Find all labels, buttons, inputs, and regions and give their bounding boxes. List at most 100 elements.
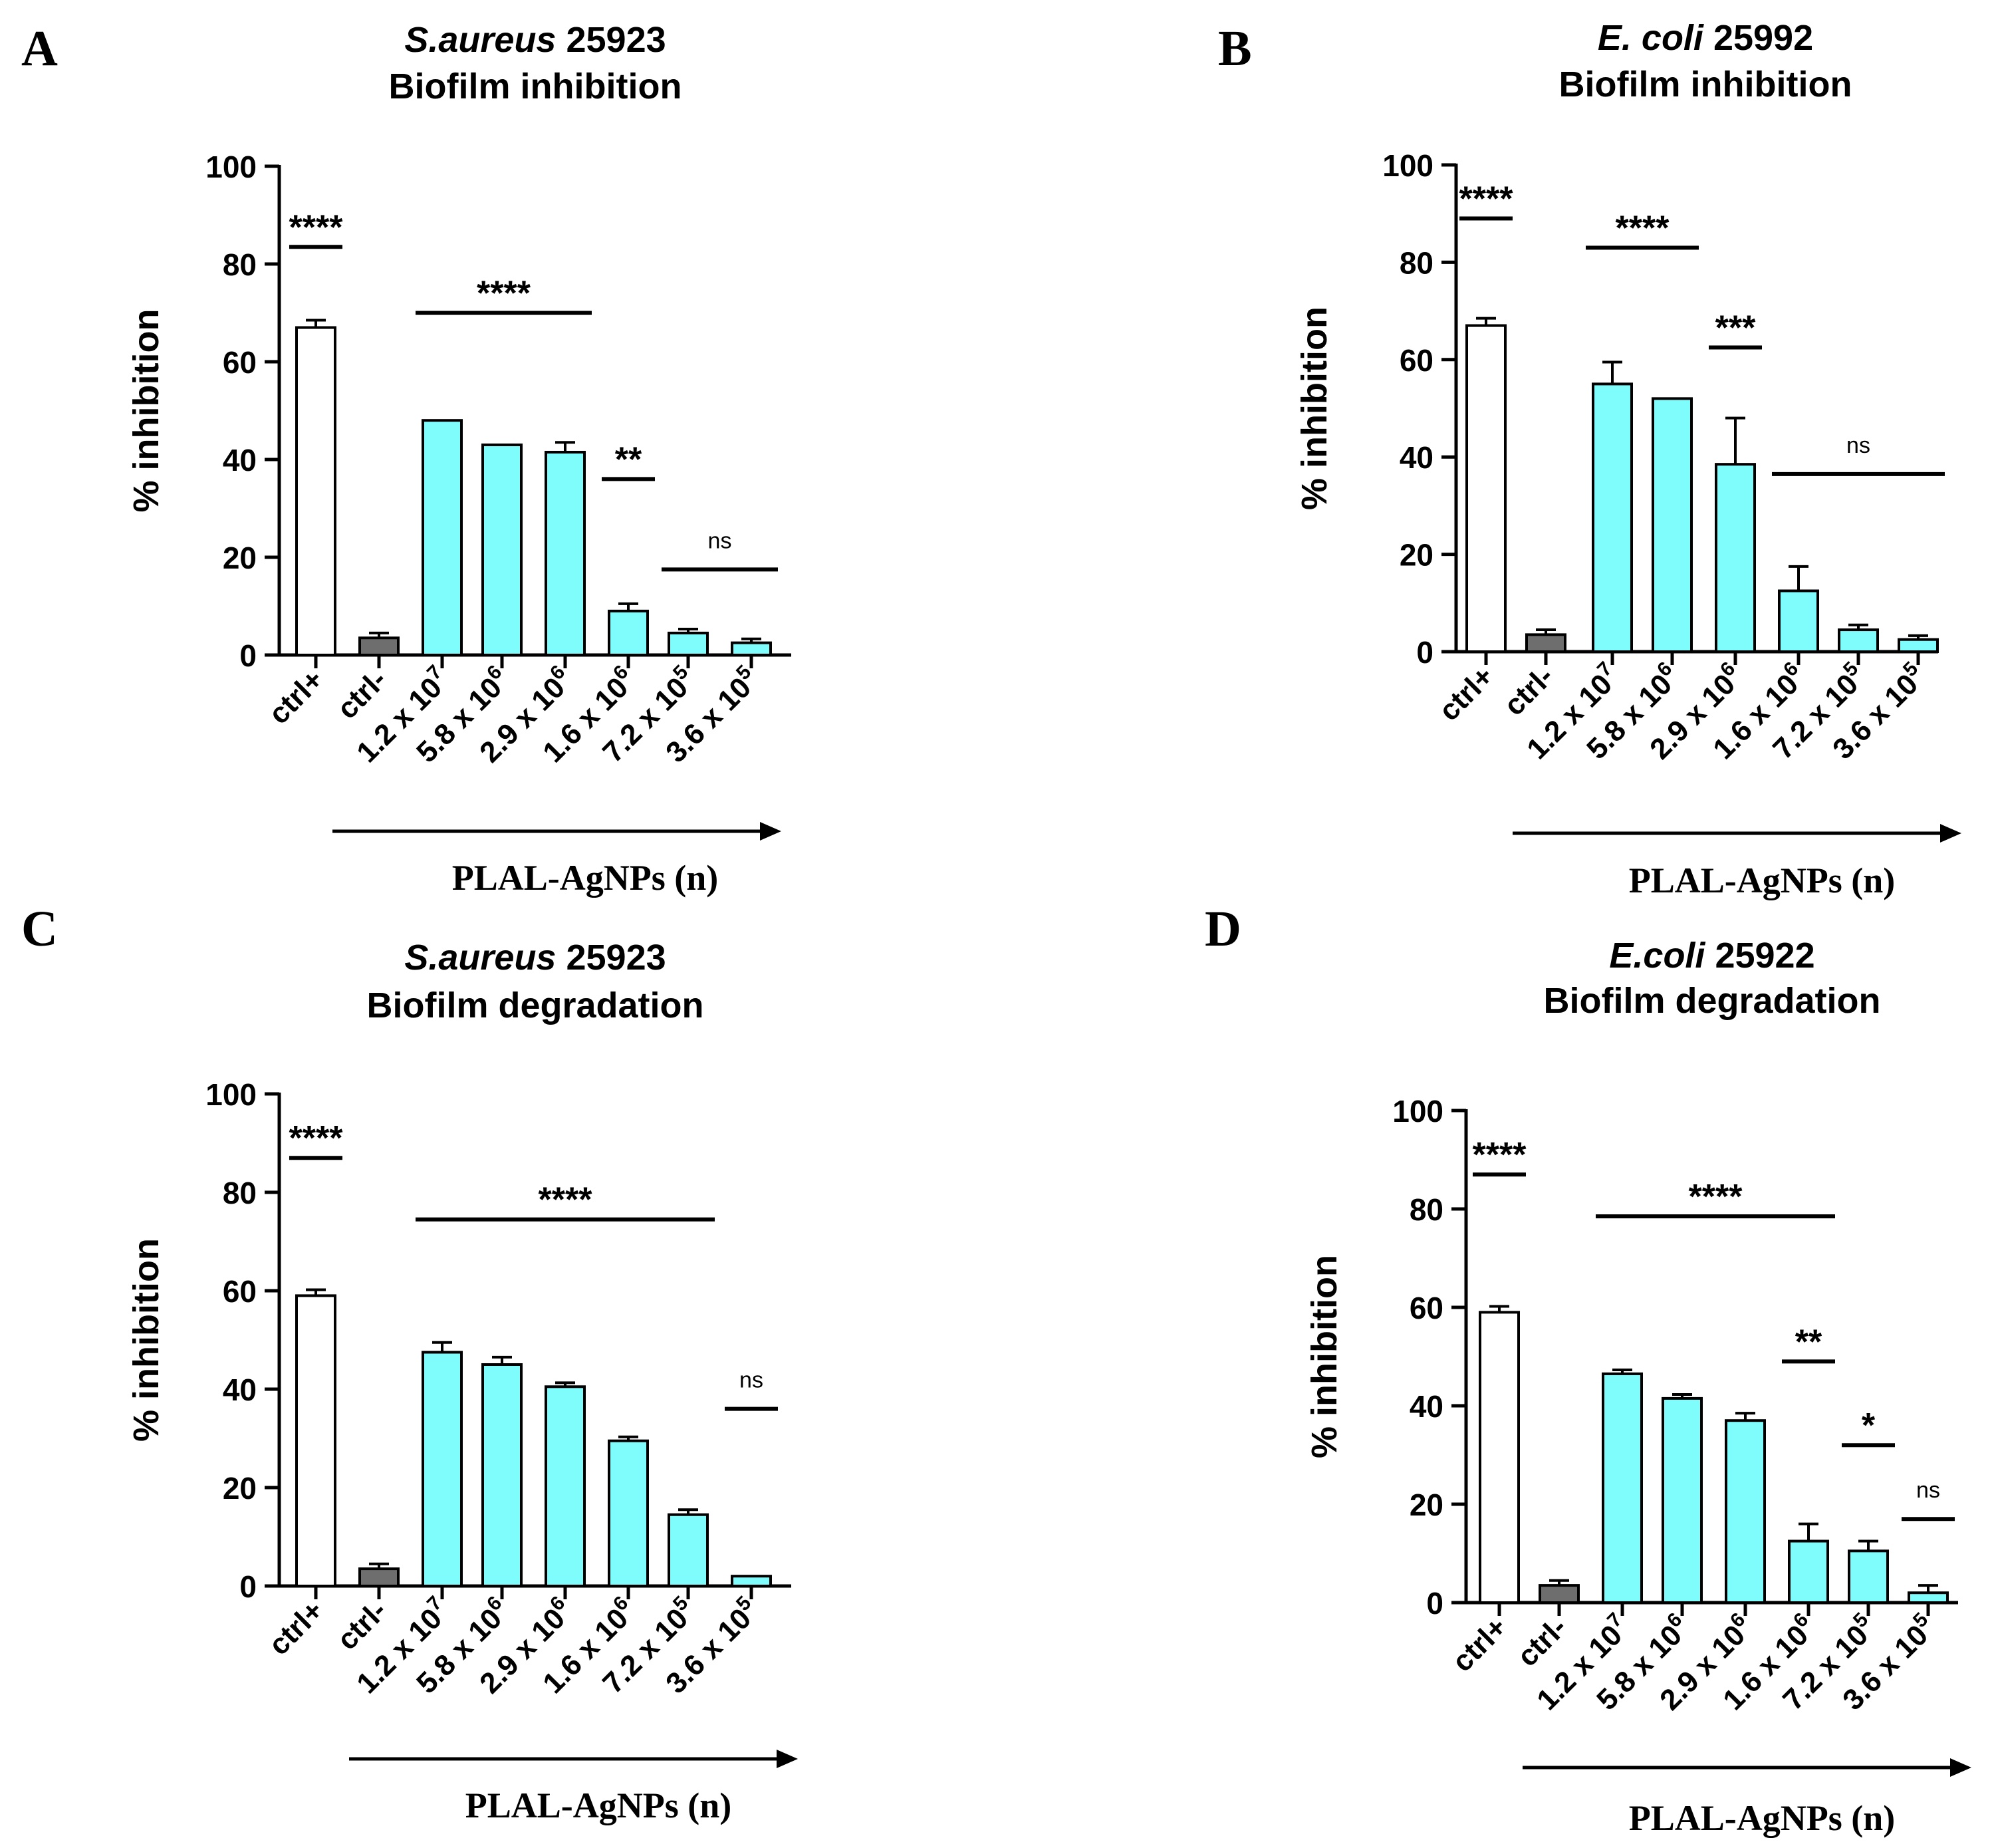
bar [668,631,709,656]
y-axis-label: % inhibition [126,1238,166,1442]
chart-title-organism: E. coli [1598,18,1704,58]
bar [1898,638,1939,654]
chart-subtitle: Biofilm degradation [1543,981,1880,1021]
bar [1592,382,1633,654]
bar [422,419,463,656]
x-tick-label: ctrl+ [1446,1611,1513,1678]
bar [1662,1396,1703,1604]
y-tick-label: 0 [1416,635,1433,670]
y-tick-label: 60 [1410,1291,1443,1325]
significance-label: ns [739,1368,763,1393]
significance-label: **** [539,1181,593,1220]
y-tick-label: 80 [223,1176,257,1210]
bar [1838,628,1879,653]
concentration-arrow-head [760,822,781,841]
panel-a: A S.aureus 25923 Biofilm inhibition 0 20 40 60… [21,20,791,898]
bar [295,326,336,656]
chart-title-strain: 25992 [1703,18,1813,58]
y-tick-label: 40 [223,1373,257,1407]
bar [1725,1419,1766,1604]
bar [481,443,523,656]
bar [1848,1549,1889,1605]
y-tick-label: 40 [223,443,257,477]
y-axis-label: % inhibition [1295,307,1334,510]
chart-title-strain: 25923 [556,20,666,60]
y-tick-label: 20 [223,1471,257,1506]
panel-c: C S.aureus 25923 Biofilm degradation 0 20 40 6… [21,901,798,1825]
y-tick-label: 40 [1410,1389,1443,1424]
bar [1479,1311,1520,1605]
chart-title-organism: S.aureus [404,938,556,978]
y-axis-label: % inhibition [1305,1255,1344,1458]
chart-title-organism: E.coli [1609,936,1705,976]
x-axis-label: PLAL-AgNPs (n) [1629,860,1896,900]
chart-title: S.aureus 25923 [404,938,666,978]
chart-title: E. coli 25992 [1598,18,1813,58]
bar [668,1513,709,1587]
x-tick-label: ctrl+ [263,1594,330,1661]
x-tick-label-base: ctrl+ [263,663,330,730]
x-tick-label-base: ctrl+ [1446,1611,1513,1678]
bar [608,1439,649,1587]
x-axis-label: PLAL-AgNPs (n) [1629,1798,1896,1838]
bar [1465,324,1507,653]
concentration-arrow-head [1950,1758,1971,1777]
significance-label: ns [708,528,732,553]
y-tick-label: 100 [205,150,257,184]
y-tick-label: 60 [223,345,257,380]
y-tick-label: 80 [1400,245,1433,280]
bar [1525,633,1566,654]
significance-label: ** [615,440,642,479]
significance-label: **** [289,208,344,247]
x-tick-label-base: ctrl+ [1433,660,1500,727]
x-axis-label: PLAL-AgNPs (n) [452,858,719,898]
bar [1652,397,1693,653]
y-tick-label: 100 [205,1077,257,1112]
chart-subtitle: Biofilm inhibition [1559,65,1852,104]
x-tick-label: ctrl+ [1433,660,1500,727]
y-tick-label: 60 [1400,343,1433,378]
significance-label: **** [477,275,531,313]
y-tick-label: 40 [1400,440,1433,475]
chart-title: S.aureus 25923 [404,20,666,60]
y-tick-label: 20 [223,541,257,575]
y-axis-label: % inhibition [126,309,166,513]
y-tick-label: 80 [1410,1192,1443,1227]
y-tick-label: 0 [239,1569,257,1604]
chart-subtitle: Biofilm degradation [366,986,703,1025]
bar [358,636,400,657]
y-tick-label: 0 [239,638,257,673]
y-tick-label: 20 [1400,538,1433,573]
bar [1602,1372,1643,1604]
significance-label: ** [1795,1323,1822,1361]
bar [1539,1584,1580,1605]
chart-subtitle: Biofilm inhibition [389,66,682,106]
bar [545,1385,586,1588]
significance-label: **** [289,1119,344,1158]
bar [1908,1591,1949,1604]
bar [295,1294,336,1588]
panel-d: D E.coli 25922 Biofilm degradation 0 20 40 60 8… [1205,901,1971,1838]
bar [1778,589,1819,653]
chart-title: E.coli 25922 [1609,936,1814,976]
bar [731,1575,772,1587]
y-tick-label: 80 [223,247,257,282]
panel-label: B [1218,21,1252,76]
x-tick-label-base: ctrl+ [263,1594,330,1661]
bar [1788,1539,1829,1604]
bar [608,609,649,656]
bar [481,1363,523,1587]
concentration-arrow-head [777,1750,798,1768]
chart-title-organism: S.aureus [404,20,556,60]
y-tick-label: 20 [1410,1488,1443,1522]
panel-b: B E. coli 25992 Biofilm inhibition 0 20 40 60 8… [1218,18,1961,900]
y-tick-label: 100 [1382,148,1433,183]
significance-label: **** [1616,209,1670,247]
significance-label: *** [1715,309,1756,348]
chart-title-strain: 25922 [1705,936,1814,976]
chart-title-strain: 25923 [556,938,666,978]
significance-label: ns [1916,1478,1940,1503]
bar [731,641,772,656]
y-tick-label: 100 [1392,1094,1443,1128]
